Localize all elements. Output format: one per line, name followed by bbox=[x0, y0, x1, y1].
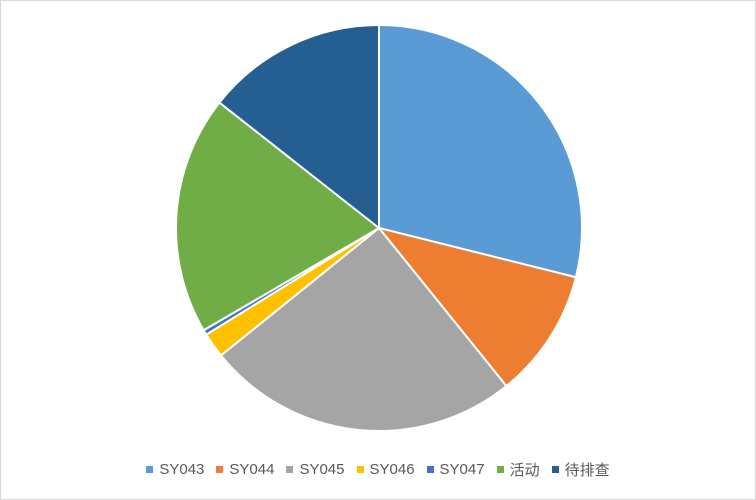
legend-swatch bbox=[496, 466, 504, 473]
pie-slice-5 bbox=[175, 101, 380, 332]
legend-label: SY045 bbox=[299, 461, 345, 478]
legend-item: 待排查 bbox=[551, 459, 610, 480]
legend-swatch bbox=[286, 466, 294, 473]
legend-label: SY046 bbox=[369, 461, 415, 478]
legend-item: SY046 bbox=[356, 461, 415, 478]
legend-label: SY047 bbox=[439, 461, 485, 478]
legend: SY043 SY044 SY045 SY046 SY047 活动 待排查 bbox=[1, 459, 755, 480]
legend-swatch bbox=[426, 466, 434, 473]
legend-swatch bbox=[356, 466, 364, 473]
legend-item: SY045 bbox=[286, 461, 345, 478]
legend-item: SY043 bbox=[146, 461, 204, 478]
legend-swatch bbox=[216, 466, 224, 473]
legend-label: SY044 bbox=[229, 461, 275, 478]
legend-item: SY047 bbox=[426, 461, 485, 478]
pie-slice-0 bbox=[378, 24, 583, 279]
legend-label: 待排查 bbox=[564, 462, 610, 479]
legend-item: SY044 bbox=[216, 461, 274, 478]
legend-label: 活动 bbox=[509, 462, 540, 479]
legend-swatch bbox=[551, 466, 559, 473]
pie-slice-2 bbox=[219, 227, 508, 432]
legend-swatch bbox=[146, 466, 154, 473]
pie-slice-1 bbox=[378, 227, 577, 388]
pie-slice-6 bbox=[218, 24, 380, 229]
legend-item: 活动 bbox=[496, 459, 540, 480]
legend-label: SY043 bbox=[159, 461, 205, 478]
pie-chart bbox=[175, 24, 583, 432]
